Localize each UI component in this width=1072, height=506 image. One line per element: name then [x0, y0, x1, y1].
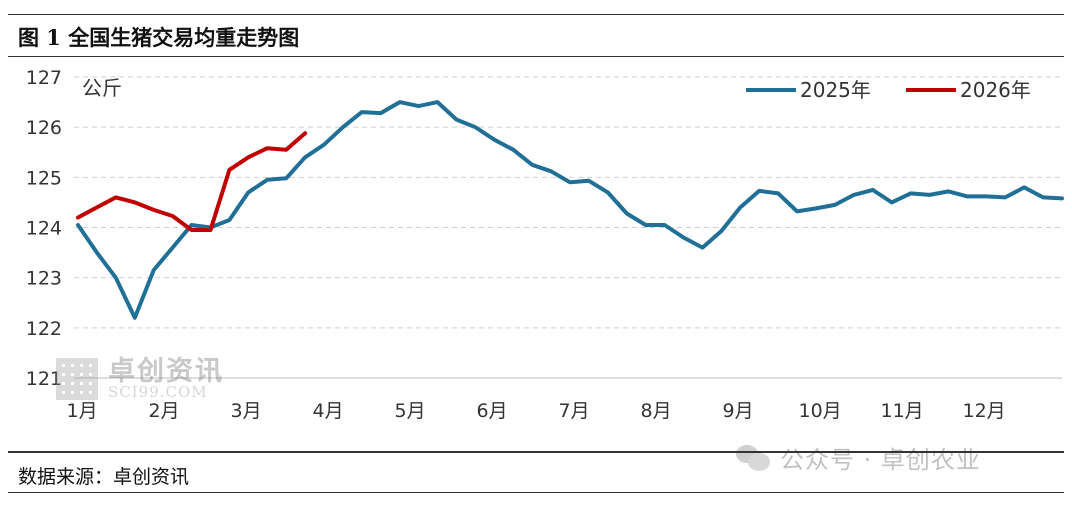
gridlines [74, 76, 1062, 329]
x-tick-label: 10月 [799, 400, 842, 422]
top-border [8, 14, 1064, 15]
x-tick-label: 3月 [231, 400, 262, 422]
y-tick-label: 126 [26, 117, 62, 139]
legend-label: 2025年 [800, 78, 871, 102]
series-line-1 [76, 100, 1064, 320]
bottom-border [8, 492, 1064, 493]
x-tick-label: 5月 [395, 400, 426, 422]
y-axis-unit-label: 公斤 [82, 76, 122, 100]
series-lines [76, 100, 1064, 320]
x-tick-label: 11月 [881, 400, 924, 422]
y-tick-label: 125 [26, 167, 62, 189]
x-tick-label: 12月 [963, 400, 1006, 422]
x-tick-label: 2月 [149, 400, 180, 422]
y-tick-label: 122 [26, 318, 62, 340]
x-tick-label: 4月 [313, 400, 344, 422]
sci99-watermark: 卓创资讯 SCI99.COM [56, 358, 224, 400]
x-tick-label: 7月 [559, 400, 590, 422]
logo-grid-icon [56, 358, 98, 400]
line-chart: 121 122 123 124 125 126 127 1月 2月 3月 4月 5月 6月 7月 8月 9月… [26, 67, 1064, 422]
x-tick-label: 9月 [723, 400, 754, 422]
account-watermark: 公众号 · 卓创农业 [780, 446, 981, 474]
y-tick-label: 124 [26, 218, 62, 240]
y-tick-label: 121 [26, 368, 62, 390]
watermark-cn: 卓创资讯 [108, 356, 224, 387]
legend: 2025年 2026年 [746, 78, 1031, 102]
x-tick-label: 6月 [477, 400, 508, 422]
legend-label: 2026年 [960, 78, 1031, 102]
data-source: 数据来源：卓创资讯 [18, 466, 190, 488]
figure-title: 图 1 全国生猪交易均重走势图 [18, 25, 300, 50]
wechat-icon [736, 444, 770, 471]
wechat-watermark: 公众号 · 卓创农业 [736, 440, 981, 475]
x-tick-label: 8月 [641, 400, 672, 422]
y-tick-label: 127 [26, 67, 62, 89]
watermark-en: SCI99.COM [108, 383, 208, 401]
series-line-2 [76, 131, 308, 232]
x-tick-labels: 1月 2月 3月 4月 5月 6月 7月 8月 9月 10月 11月 12月 [67, 400, 1006, 422]
y-tick-labels: 121 122 123 124 125 126 127 [26, 67, 62, 390]
x-tick-label: 1月 [67, 400, 98, 422]
title-rule [8, 56, 1064, 57]
y-tick-label: 123 [26, 268, 62, 290]
footer-rule [8, 451, 1064, 453]
